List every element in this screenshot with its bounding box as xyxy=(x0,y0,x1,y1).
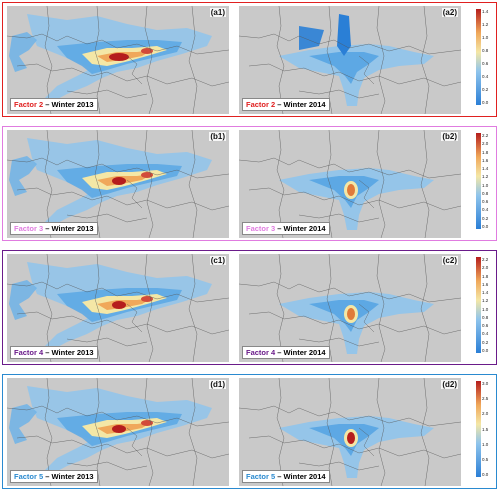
colorbar-tick-label: 0.6 xyxy=(482,199,489,205)
colorbar-tick-label: 1.0 xyxy=(482,306,489,312)
factor-label: Factor 3 xyxy=(246,224,276,233)
factor-label: Factor 3 xyxy=(14,224,44,233)
panel-label: (a2) xyxy=(441,8,458,17)
colorbar-tick-label: 1.8 xyxy=(482,149,489,155)
colorbar-tick-label: 1.0 xyxy=(482,35,489,40)
colorbar-tick-label: 1.2 xyxy=(482,298,489,304)
colorbar-tick-label: 3.0 xyxy=(482,381,489,386)
colorbar-tick-label: 0.6 xyxy=(482,323,489,329)
colorbar-tick-label: 0.5 xyxy=(482,456,489,462)
colorbar-ticks: 3.0 2.5 2.0 1.5 1.0 0.5 0.0 xyxy=(482,381,494,477)
map-panel-d2: (d2) Factor 5 – Winter 2014 xyxy=(239,378,461,486)
factor-label: Factor 5 xyxy=(14,472,44,481)
map-canvas xyxy=(239,6,461,114)
panel-caption: Factor 5 – Winter 2013 xyxy=(10,470,98,483)
factor-label: Factor 4 xyxy=(14,348,44,357)
colorbar-tick-label: 0.8 xyxy=(482,314,489,320)
map-panel-b1: (b1) Factor 3 – Winter 2013 xyxy=(7,130,229,238)
map-canvas xyxy=(239,254,461,362)
colorbar-tick-label: 0.8 xyxy=(482,48,489,53)
period-label: – Winter 2013 xyxy=(43,100,94,109)
figure-row-d: (d1) Factor 5 – Winter 2013 (d2) Factor 5 –… xyxy=(2,374,497,489)
colorbar xyxy=(476,133,481,229)
map-canvas xyxy=(7,254,229,362)
colorbar-tick-label: 2.0 xyxy=(482,411,489,417)
colorbar-tick-label: 1.4 xyxy=(482,290,489,296)
colorbar-tick-label: 0.8 xyxy=(482,190,489,196)
panel-caption: Factor 3 – Winter 2014 xyxy=(242,222,330,235)
colorbar xyxy=(476,257,481,353)
map-canvas xyxy=(7,130,229,238)
factor-label: Factor 4 xyxy=(246,348,276,357)
period-label: – Winter 2014 xyxy=(275,100,326,109)
map-panel-c2: (c2) Factor 4 – Winter 2014 xyxy=(239,254,461,362)
panel-label: (c1) xyxy=(209,256,226,265)
period-label: – Winter 2014 xyxy=(275,348,326,357)
period-label: – Winter 2014 xyxy=(275,224,326,233)
colorbar-tick-label: 2.2 xyxy=(482,257,489,262)
colorbar-tick-label: 0.0 xyxy=(482,472,489,477)
colorbar-tick-label: 0.2 xyxy=(482,215,489,221)
panel-caption: Factor 2 – Winter 2013 xyxy=(10,98,98,111)
colorbar-tick-label: 0.4 xyxy=(482,331,489,337)
colorbar xyxy=(476,9,481,105)
colorbar-tick-label: 2.0 xyxy=(482,141,489,147)
colorbar-tick-label: 0.4 xyxy=(482,74,489,79)
period-label: – Winter 2014 xyxy=(275,472,326,481)
colorbar-tick-label: 0.0 xyxy=(482,224,489,229)
panel-label: (d1) xyxy=(209,380,226,389)
period-label: – Winter 2013 xyxy=(43,472,94,481)
colorbar-tick-label: 2.5 xyxy=(482,396,489,402)
figure-row-b: (b1) Factor 3 – Winter 2013 (b2) Factor 3 –… xyxy=(2,126,497,241)
map-canvas xyxy=(239,130,461,238)
map-panel-a1: (a1) Factor 2 – Winter 2013 xyxy=(7,6,229,114)
period-label: – Winter 2013 xyxy=(43,348,94,357)
panel-caption: Factor 2 – Winter 2014 xyxy=(242,98,330,111)
map-panel-d1: (d1) Factor 5 – Winter 2013 xyxy=(7,378,229,486)
colorbar-ticks: 1.4 1.2 1.0 0.8 0.6 0.4 0.2 0.0 xyxy=(482,9,494,105)
map-panel-a2: (a2) Factor 2 – Winter 2014 xyxy=(239,6,461,114)
panel-caption: Factor 4 – Winter 2014 xyxy=(242,346,330,359)
colorbar-tick-label: 1.6 xyxy=(482,281,489,287)
colorbar-tick-label: 1.0 xyxy=(482,441,489,447)
colorbar-tick-label: 0.6 xyxy=(482,61,489,66)
map-panel-b2: (b2) Factor 3 – Winter 2014 xyxy=(239,130,461,238)
colorbar-tick-label: 0.0 xyxy=(482,348,489,353)
colorbar-tick-label: 1.6 xyxy=(482,157,489,163)
period-label: – Winter 2013 xyxy=(43,224,94,233)
map-canvas xyxy=(239,378,461,486)
colorbar-tick-label: 1.4 xyxy=(482,9,489,14)
panel-label: (b2) xyxy=(441,132,458,141)
colorbar-ticks: 2.2 2.0 1.8 1.6 1.4 1.2 1.0 0.8 0.6 0.4 0.2 0.0 xyxy=(482,133,494,229)
colorbar-tick-label: 1.4 xyxy=(482,166,489,172)
colorbar-tick-label: 1.2 xyxy=(482,22,489,27)
colorbar-ticks: 2.2 2.0 1.8 1.6 1.4 1.2 1.0 0.8 0.6 0.4 0.2 0.0 xyxy=(482,257,494,353)
panel-label: (c2) xyxy=(441,256,458,265)
colorbar-tick-label: 2.2 xyxy=(482,133,489,138)
panel-label: (a1) xyxy=(209,8,226,17)
map-canvas xyxy=(7,6,229,114)
panel-caption: Factor 3 – Winter 2013 xyxy=(10,222,98,235)
factor-label: Factor 2 xyxy=(246,100,276,109)
colorbar-tick-label: 0.4 xyxy=(482,207,489,213)
map-canvas xyxy=(7,378,229,486)
panel-label: (b1) xyxy=(209,132,226,141)
colorbar-tick-label: 2.0 xyxy=(482,265,489,271)
colorbar xyxy=(476,381,481,477)
colorbar-tick-label: 1.2 xyxy=(482,174,489,180)
panel-caption: Factor 4 – Winter 2013 xyxy=(10,346,98,359)
colorbar-tick-label: 0.2 xyxy=(482,339,489,345)
figure-row-c: (c1) Factor 4 – Winter 2013 (c2) Factor 4 –… xyxy=(2,250,497,365)
factor-label: Factor 5 xyxy=(246,472,276,481)
figure-row-a: (a1) Factor 2 – Winter 2013 (a2) Factor 2 –… xyxy=(2,2,497,117)
colorbar-tick-label: 0.2 xyxy=(482,87,489,92)
map-panel-c1: (c1) Factor 4 – Winter 2013 xyxy=(7,254,229,362)
colorbar-tick-label: 1.5 xyxy=(482,426,489,432)
colorbar-tick-label: 1.8 xyxy=(482,273,489,279)
panel-label: (d2) xyxy=(441,380,458,389)
panel-caption: Factor 5 – Winter 2014 xyxy=(242,470,330,483)
factor-label: Factor 2 xyxy=(14,100,44,109)
colorbar-tick-label: 0.0 xyxy=(482,100,489,105)
colorbar-tick-label: 1.0 xyxy=(482,182,489,188)
